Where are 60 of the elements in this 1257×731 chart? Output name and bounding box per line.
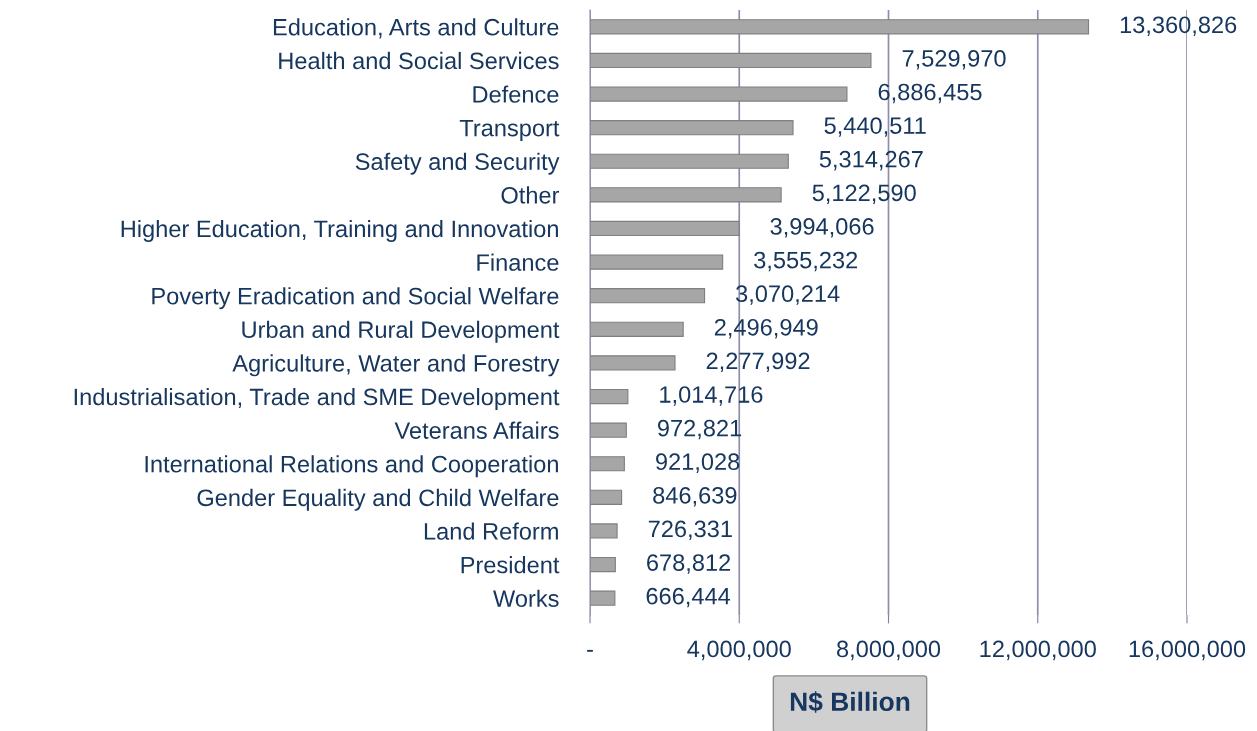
bar [590,523,618,539]
data-label: 666,444 [646,587,731,608]
x-tick-label: - [587,649,593,652]
data-label: 7,529,970 [902,50,1006,70]
data-label: 2,277,992 [706,352,810,373]
y-tick-label: Works [493,589,559,607]
bar [590,321,684,337]
bar [590,288,706,304]
y-tick-label: Veterans Affairs [394,421,559,439]
x-axis-title: N$ Billion [790,691,910,713]
data-label: 3,994,066 [770,218,874,238]
y-tick-label: Agriculture, Water and Forestry [232,354,560,377]
bar [590,86,848,102]
y-tick-label: Transport [459,119,560,142]
bar [590,422,627,438]
data-label: 3,555,232 [754,251,858,272]
bar [590,120,794,136]
bar [590,52,872,69]
data-label: 6,886,455 [878,83,982,104]
x-tick-label: 4,000,000 [687,640,791,661]
y-tick-label: President [461,556,560,574]
y-tick-label: Safety and Security [355,152,560,175]
data-label: 726,331 [648,520,732,541]
bar [590,19,1090,35]
bar [590,254,724,270]
data-label: 5,122,590 [812,184,916,204]
data-label: 5,314,267 [819,150,923,171]
y-tick-label: Urban and Rural Development [242,320,560,343]
x-tick-label: 16,000,000 [1129,640,1246,661]
y-tick-label: Education, Arts and Culture [273,18,559,39]
y-tick-label: Other [501,186,560,204]
bar [590,489,623,505]
y-tick-label: Industrialisation, Trade and SME Development [74,387,560,410]
y-tick-label: Gender Equality and Child Welfare [197,488,559,511]
bar [590,456,625,472]
y-tick-label: International Relations and Cooperation [145,455,558,478]
y-tick-label: Finance [477,253,559,271]
data-label: 5,440,511 [824,117,926,137]
bar [590,187,782,203]
data-label: 13,360,826 [1120,16,1237,36]
y-tick-label: Higher Education, Training and Innovation [121,219,558,242]
data-label: 972,821 [657,419,742,440]
data-label: 3,070,214 [736,285,840,305]
bar [590,556,616,573]
bar [590,220,740,237]
data-label: 1,014,716 [660,386,763,406]
x-tick-label: 8,000,000 [837,640,941,661]
y-tick-label: Health and Social Services [279,51,559,70]
y-tick-label: Defence [473,85,559,103]
x-tick-label: 12,000,000 [980,640,1096,661]
data-label: 2,496,949 [714,318,818,339]
data-label: 846,639 [653,486,737,507]
bar [590,590,616,606]
y-tick-label: Land Reform [424,522,558,540]
y-tick-label: Poverty Eradication and Social Welfare [152,287,559,310]
bar [590,153,789,169]
data-label: 678,812 [647,554,731,574]
bar [590,355,676,371]
data-label: 921,028 [656,453,740,473]
bar [590,388,629,405]
